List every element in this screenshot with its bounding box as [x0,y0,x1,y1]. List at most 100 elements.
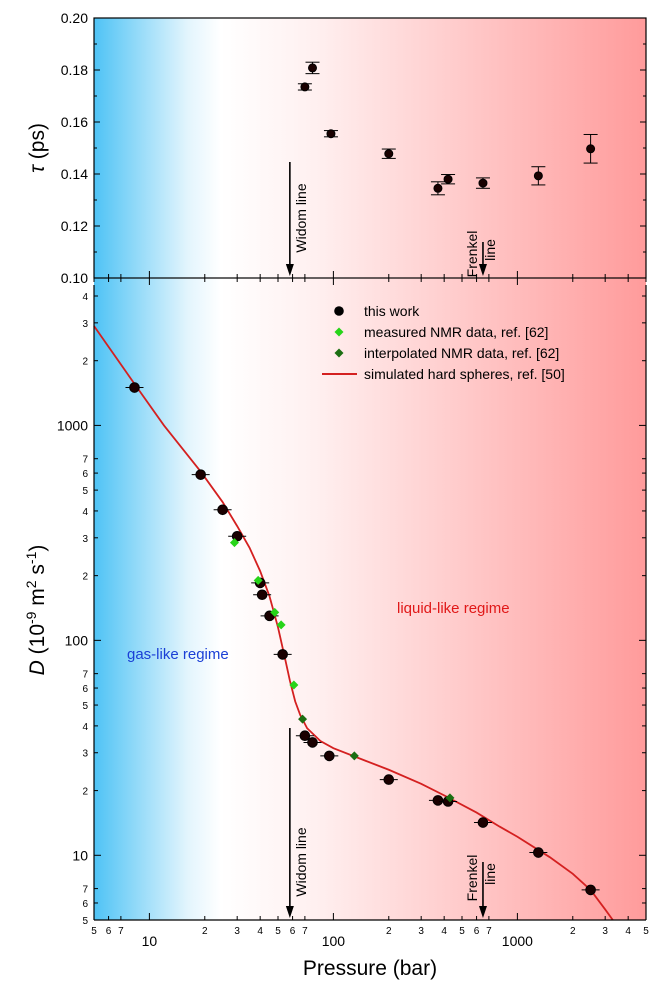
point-top-1 [308,63,318,73]
legend-label-1: measured NMR data, ref. [62] [364,324,548,340]
top-ytick-label-4: 0.18 [61,62,88,78]
nmr-measured-point-3 [276,620,286,630]
bottom-y-axis-title: D (10-9 m2 s-1) [23,545,49,676]
simulated-hard-spheres-curve [93,325,614,921]
bottom-ytick-label-2: 1000 [57,417,88,433]
gas-like-regime-label: gas-like regime [127,646,229,663]
point-bottom-12 [432,795,444,806]
legend-marker-2 [334,348,344,358]
point-top-4 [433,183,443,193]
bottom-ytick-minor-label-3: 2 [82,787,88,798]
widom-arrow-bottom-head [285,906,294,918]
nmr-interpolated-point-1 [349,751,359,761]
point-bottom-7 [277,649,288,660]
bottom-ytick-minor-label-8: 7 [82,670,88,681]
point-bottom-11 [383,774,395,785]
point-bottom-1 [195,469,206,480]
top-ytick-label-1: 0.12 [61,218,88,234]
bottom-xtick-minor-label-7: 6 [290,926,296,937]
point-bottom-2 [217,504,228,516]
bottom-ytick-label-1: 100 [65,632,89,648]
point-bottom-9 [307,737,318,748]
point-bottom-10 [323,750,335,762]
bottom-xtick-label-2: 1000 [502,933,533,949]
bottom-ytick-minor-label-0: 5 [82,916,88,927]
nmr-measured-point-0 [229,538,239,548]
bottom-xtick-minor-label-1: 6 [106,926,112,937]
legend-label-0: this work [364,303,420,319]
bottom-ytick-label-0: 10 [72,847,88,863]
x-axis-title: Pressure (bar) [303,957,437,980]
point-top-5 [443,174,453,184]
point-bottom-0 [129,382,140,393]
frenkel-label-top-2: line [482,239,498,261]
bottom-ytick-minor-label-11: 4 [82,507,88,518]
nmr-measured-point-4 [289,680,299,690]
plot-background [94,18,646,920]
nmr-measured-point-1 [253,575,263,585]
bottom-xtick-minor-label-3: 2 [202,926,208,937]
legend-marker-this-work [334,306,344,316]
point-top-7 [533,171,543,181]
frenkel-arrow-bottom-head [478,906,487,918]
widom-arrow-top-head [285,264,294,276]
bottom-ytick-minor-label-15: 2 [82,357,88,368]
bottom-ytick-minor-label-14: 7 [82,455,88,466]
point-top-2 [326,129,336,139]
bottom-xtick-label-0: 10 [142,933,158,949]
bottom-xtick-minor-label-13: 6 [474,926,480,937]
frenkel-label-bottom-1: Frenkel [464,855,480,902]
point-bottom-16 [585,884,596,896]
bottom-ytick-minor-label-5: 4 [82,722,88,733]
point-top-8 [586,144,596,154]
frenkel-label-top-1: Frenkel [464,231,480,278]
point-bottom-5 [256,589,268,601]
bottom-ytick-minor-label-7: 6 [82,684,88,695]
bottom-xtick-minor-label-9: 2 [386,926,392,937]
bottom-xtick-minor-label-2: 7 [118,926,124,937]
bottom-ytick-minor-label-9: 2 [82,572,88,583]
bottom-xtick-minor-label-18: 5 [643,926,649,937]
top-ytick-label-5: 0.20 [61,10,88,26]
bottom-xtick-minor-label-15: 2 [570,926,576,937]
liquid-like-regime-label: liquid-like regime [397,600,510,617]
top-ytick-label-0: 0.10 [61,270,88,286]
widom-label-top: Widom line [293,183,309,252]
bottom-xtick-minor-label-12: 5 [459,926,465,937]
bottom-xtick-minor-label-6: 5 [275,926,281,937]
bottom-xtick-minor-label-14: 7 [486,926,492,937]
bottom-ytick-minor-label-6: 5 [82,701,88,712]
point-bottom-14 [477,817,489,828]
bottom-xtick-minor-label-5: 4 [257,926,263,937]
point-bottom-8 [299,730,311,742]
nmr-interpolated-point-2 [445,793,455,803]
widom-label-bottom: Widom line [293,827,309,896]
point-top-3 [384,149,394,159]
bottom-xtick-minor-label-16: 3 [602,926,608,937]
bottom-xtick-minor-label-11: 4 [441,926,447,937]
bottom-ytick-minor-label-2: 7 [82,885,88,896]
bottom-xtick-minor-label-0: 5 [91,926,97,937]
bottom-ytick-minor-label-12: 5 [82,486,88,497]
bottom-ytick-minor-label-1: 6 [82,899,88,910]
nmr-interpolated-point-0 [298,714,308,724]
top-ytick-label-2: 0.14 [61,166,88,182]
frenkel-arrow-top-head [478,264,487,276]
top-ytick-label-3: 0.16 [61,114,88,130]
top-y-axis-title: τ (ps) [26,123,49,173]
point-top-0 [300,82,310,92]
bottom-ytick-minor-label-17: 4 [82,292,88,303]
bottom-ytick-minor-label-13: 6 [82,469,88,480]
legend-label-3: simulated hard spheres, ref. [50] [364,366,565,382]
bottom-xtick-minor-label-17: 4 [625,926,631,937]
bottom-xtick-minor-label-10: 3 [418,926,424,937]
bottom-xtick-minor-label-8: 7 [302,926,308,937]
point-top-6 [478,178,488,188]
bottom-ytick-minor-label-4: 3 [82,749,88,760]
legend-label-2: interpolated NMR data, ref. [62] [364,345,559,361]
point-bottom-15 [533,847,544,858]
bottom-ytick-minor-label-10: 3 [82,534,88,545]
bottom-xtick-label-1: 100 [322,933,346,949]
bottom-xtick-minor-label-4: 3 [234,926,240,937]
